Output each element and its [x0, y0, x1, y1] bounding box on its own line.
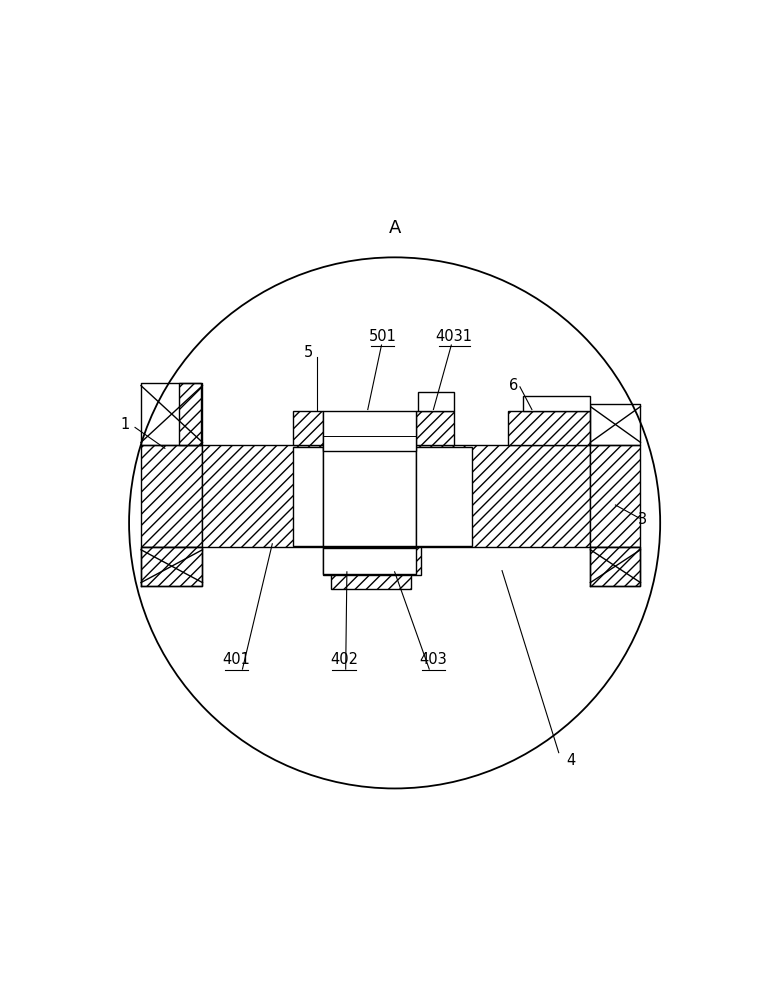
Bar — [416, 447, 472, 546]
Bar — [141, 445, 203, 547]
Text: 6: 6 — [509, 378, 519, 393]
Bar — [293, 411, 323, 445]
Bar — [323, 548, 416, 574]
Bar — [419, 392, 454, 411]
Text: 4: 4 — [566, 753, 575, 768]
Bar — [323, 547, 421, 575]
Bar — [323, 447, 416, 546]
Bar — [203, 445, 591, 547]
Bar — [591, 547, 641, 586]
Bar — [591, 445, 641, 547]
Bar — [323, 411, 416, 451]
Bar — [331, 575, 411, 589]
Text: 401: 401 — [223, 652, 250, 667]
Text: 4031: 4031 — [436, 329, 473, 344]
Bar — [508, 411, 591, 445]
Text: 403: 403 — [420, 652, 447, 667]
Bar — [523, 396, 591, 411]
Bar — [141, 547, 203, 586]
Bar — [293, 447, 323, 546]
Text: 3: 3 — [638, 512, 647, 527]
Text: 1: 1 — [120, 417, 129, 432]
Text: 402: 402 — [330, 652, 358, 667]
Bar — [416, 411, 454, 445]
Text: 5: 5 — [303, 345, 313, 360]
Text: 501: 501 — [369, 329, 397, 344]
Text: A: A — [388, 219, 401, 237]
Bar — [179, 383, 201, 445]
